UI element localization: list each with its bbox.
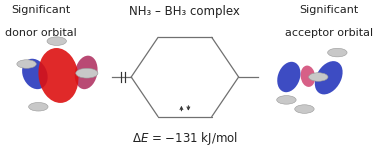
- Circle shape: [47, 37, 67, 45]
- Text: $\Delta \mathit{E}$ = $-$131 kJ/mol: $\Delta \mathit{E}$ = $-$131 kJ/mol: [132, 130, 238, 147]
- Text: donor orbital: donor orbital: [5, 28, 77, 38]
- Circle shape: [17, 60, 36, 68]
- Ellipse shape: [277, 62, 301, 92]
- Text: acceptor orbital: acceptor orbital: [285, 28, 373, 38]
- Ellipse shape: [301, 66, 315, 87]
- Ellipse shape: [75, 56, 98, 89]
- Text: Significant: Significant: [11, 5, 71, 15]
- Circle shape: [277, 96, 296, 104]
- Text: Significant: Significant: [299, 5, 358, 15]
- Ellipse shape: [22, 59, 48, 89]
- Circle shape: [76, 68, 98, 78]
- Ellipse shape: [315, 61, 342, 94]
- Circle shape: [328, 48, 347, 57]
- Circle shape: [295, 105, 314, 113]
- Circle shape: [29, 102, 48, 111]
- Text: NH₃ – BH₃ complex: NH₃ – BH₃ complex: [130, 5, 240, 18]
- Circle shape: [308, 73, 328, 81]
- Ellipse shape: [39, 48, 79, 103]
